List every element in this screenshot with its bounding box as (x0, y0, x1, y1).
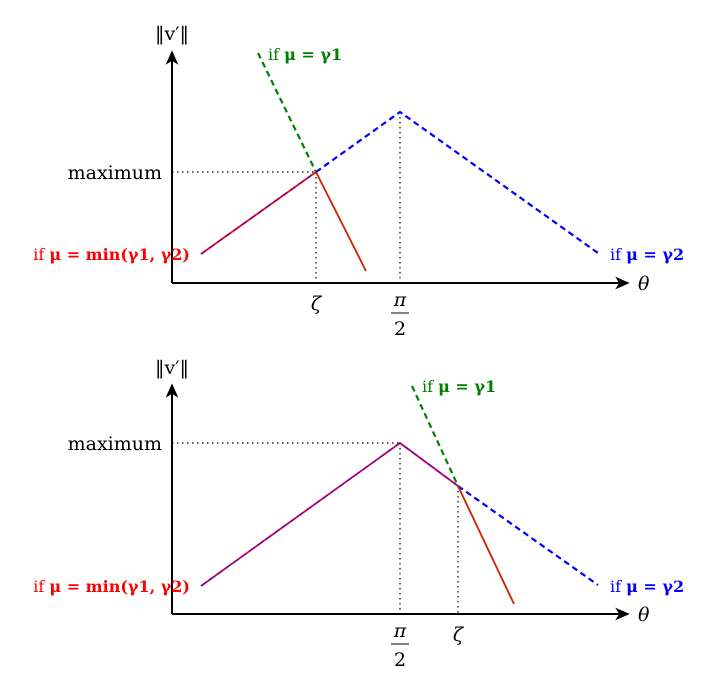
panel-bottom: ‖v′‖ θ maximum π 2 ζ if μ = min(γ1, γ2) … (33, 357, 684, 671)
panel-top: ‖v′‖ θ maximum ζ π 2 if μ = min(γ1, γ2) … (33, 23, 684, 340)
maximum-label: maximum (68, 433, 162, 455)
green-curve-label: if μ = γ1 (268, 45, 342, 64)
red-curve-label: if μ = min(γ1, γ2) (33, 245, 190, 264)
blue-overlay-dashed (200, 171, 317, 255)
red-solid-curve (200, 441, 459, 587)
pi-tick-denominator: 2 (394, 649, 406, 671)
pi-tick-numerator: π (393, 620, 407, 642)
pi-tick-numerator: π (393, 289, 407, 311)
zeta-tick-label: ζ (311, 293, 323, 315)
blue-dashed-curve (315, 110, 599, 254)
x-axis-label: θ (638, 273, 650, 295)
zeta-tick-label: ζ (453, 624, 465, 646)
blue-dashed-curve (457, 485, 599, 586)
blue-curve-label: if μ = γ2 (610, 577, 684, 596)
green-dashed-curve (257, 52, 317, 173)
green-dashed-curve (411, 385, 459, 487)
blue-curve-label: if μ = γ2 (610, 245, 684, 264)
y-axis-label: ‖v′‖ (155, 23, 189, 45)
x-axis-label: θ (638, 604, 650, 626)
blue-overlay-dashed (200, 442, 459, 587)
red-curve-label: if μ = min(γ1, γ2) (33, 577, 190, 596)
green-curve-label: if μ = γ1 (422, 377, 496, 396)
maximum-label: maximum (68, 162, 162, 184)
y-axis-label: ‖v′‖ (155, 357, 189, 379)
pi-tick-denominator: 2 (394, 318, 406, 340)
red-descending-curve (315, 171, 367, 272)
red-descending-curve (457, 485, 515, 605)
